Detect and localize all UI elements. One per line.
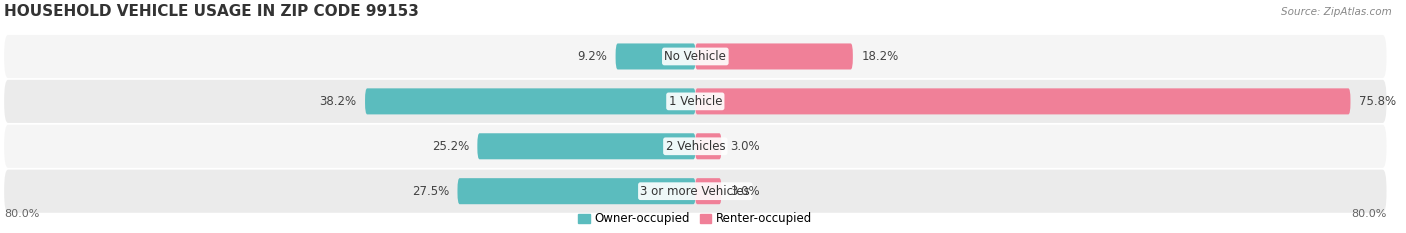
FancyBboxPatch shape <box>4 35 1386 78</box>
Text: 3.0%: 3.0% <box>730 140 759 153</box>
Text: 80.0%: 80.0% <box>4 209 39 219</box>
Text: 3.0%: 3.0% <box>730 185 759 198</box>
Text: 18.2%: 18.2% <box>862 50 898 63</box>
FancyBboxPatch shape <box>457 178 696 204</box>
FancyBboxPatch shape <box>616 43 696 69</box>
Text: 38.2%: 38.2% <box>319 95 357 108</box>
Text: HOUSEHOLD VEHICLE USAGE IN ZIP CODE 99153: HOUSEHOLD VEHICLE USAGE IN ZIP CODE 9915… <box>4 4 419 19</box>
FancyBboxPatch shape <box>695 178 721 204</box>
FancyBboxPatch shape <box>695 43 853 69</box>
Legend: Owner-occupied, Renter-occupied: Owner-occupied, Renter-occupied <box>574 207 817 230</box>
Text: 2 Vehicles: 2 Vehicles <box>665 140 725 153</box>
FancyBboxPatch shape <box>366 88 696 114</box>
Text: 80.0%: 80.0% <box>1351 209 1386 219</box>
Text: 3 or more Vehicles: 3 or more Vehicles <box>641 185 751 198</box>
Text: 25.2%: 25.2% <box>432 140 470 153</box>
Text: Source: ZipAtlas.com: Source: ZipAtlas.com <box>1281 7 1392 17</box>
FancyBboxPatch shape <box>478 133 696 159</box>
Text: 75.8%: 75.8% <box>1358 95 1396 108</box>
FancyBboxPatch shape <box>695 133 721 159</box>
FancyBboxPatch shape <box>4 170 1386 213</box>
Text: 27.5%: 27.5% <box>412 185 449 198</box>
FancyBboxPatch shape <box>4 125 1386 168</box>
Text: 1 Vehicle: 1 Vehicle <box>669 95 723 108</box>
FancyBboxPatch shape <box>695 88 1351 114</box>
Text: No Vehicle: No Vehicle <box>665 50 727 63</box>
Text: 9.2%: 9.2% <box>578 50 607 63</box>
FancyBboxPatch shape <box>4 80 1386 123</box>
